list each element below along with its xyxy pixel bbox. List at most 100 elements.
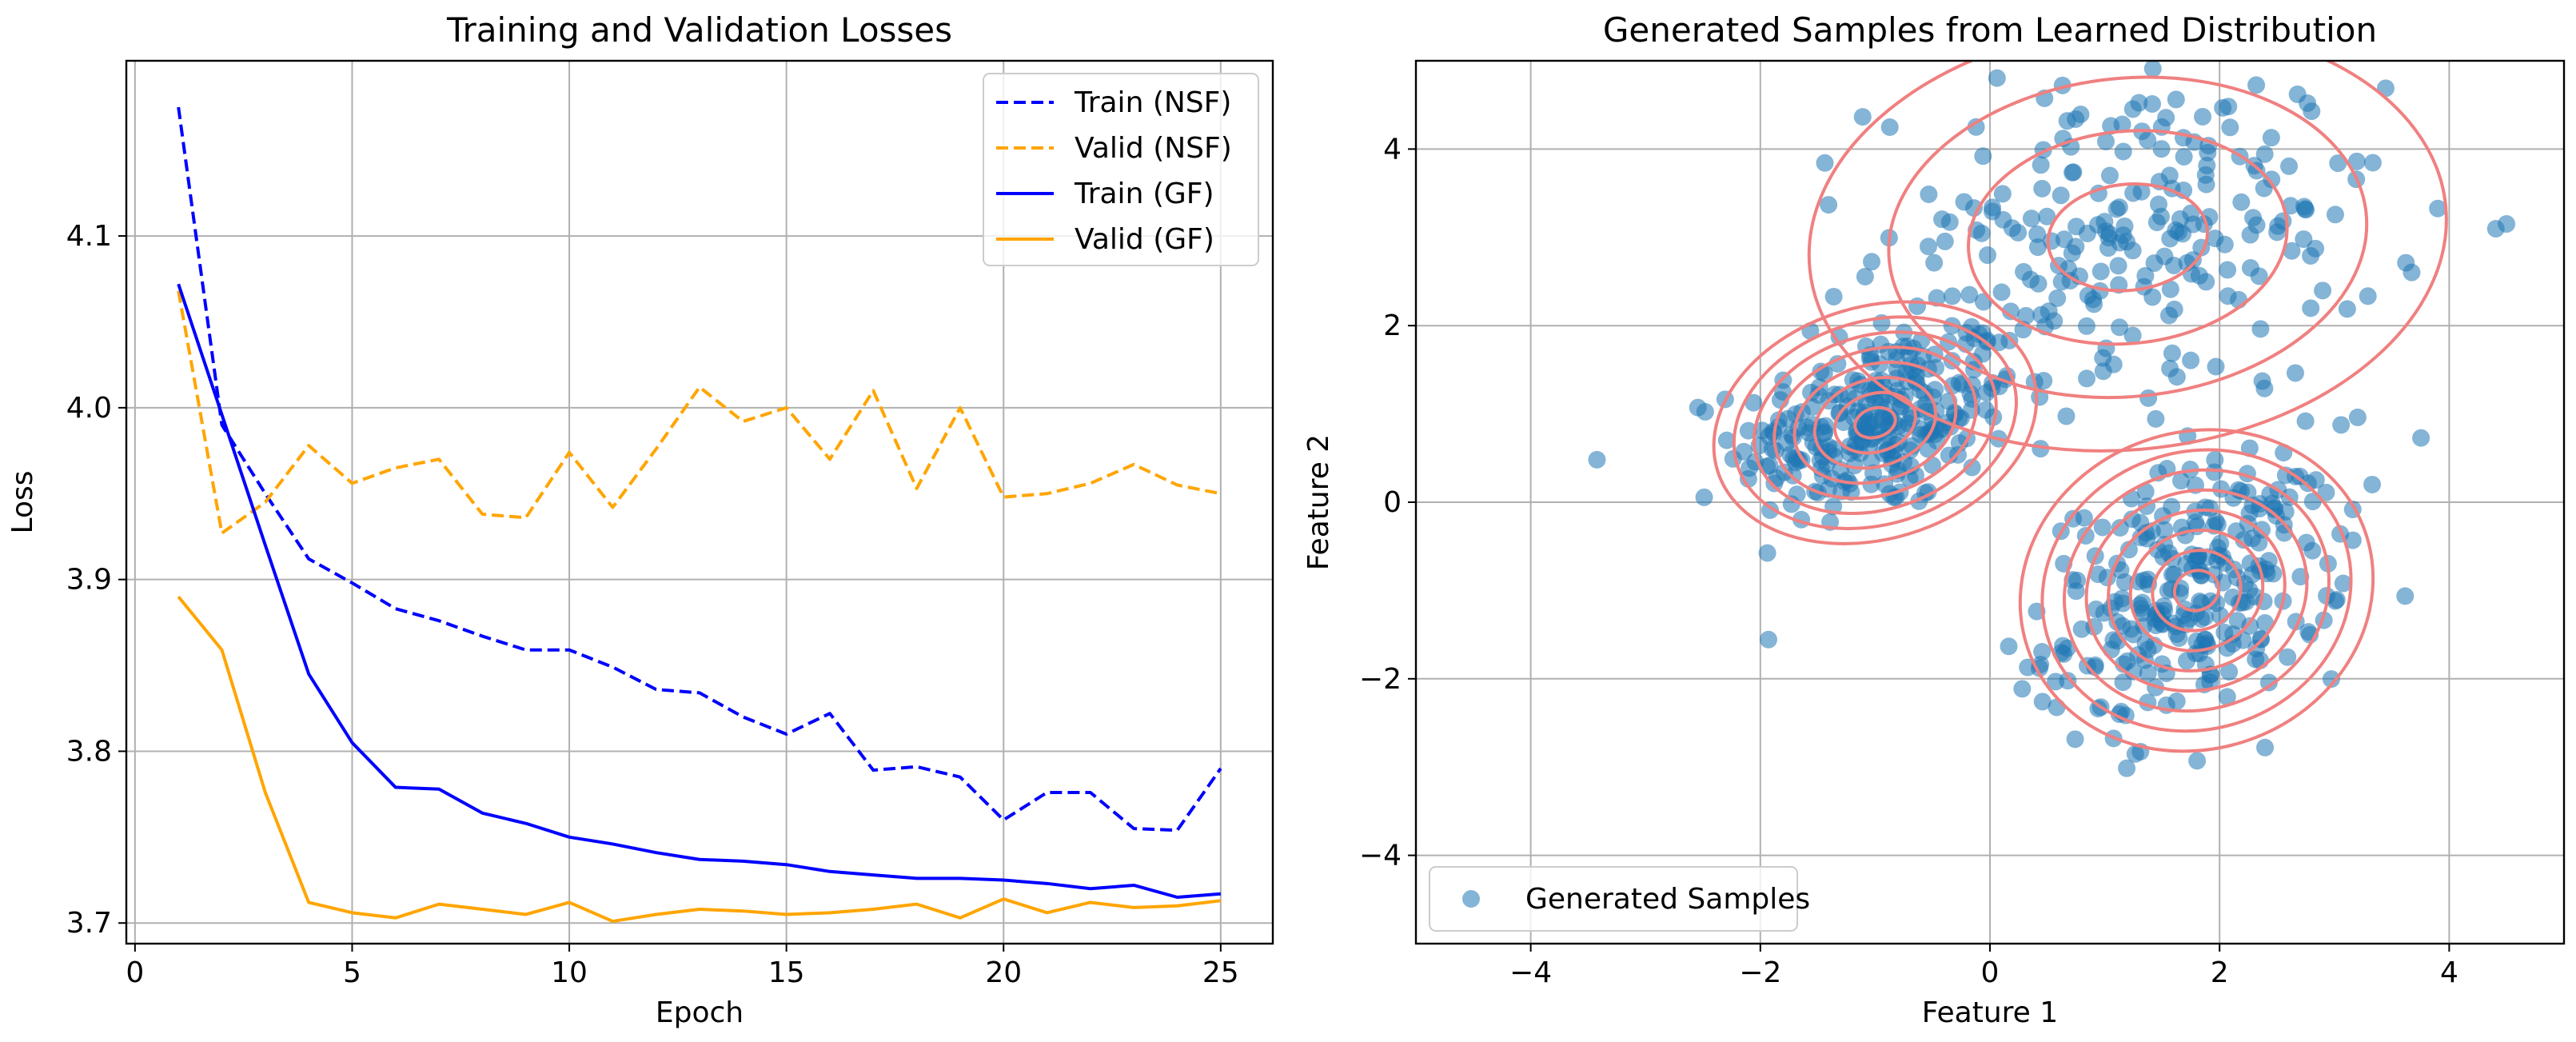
sample-point (2280, 157, 2299, 175)
sample-point (2175, 147, 2193, 166)
sample-point (2107, 200, 2126, 218)
sample-point (1911, 381, 1929, 400)
samples-contour-group (1712, 61, 2448, 753)
sample-point (2219, 287, 2237, 305)
sample-point (1802, 383, 1820, 401)
sample-point (2329, 154, 2347, 173)
loss-legend-label: Train (NSF) (1074, 86, 1231, 119)
sample-point (2317, 483, 2335, 501)
loss-xtick-label: 20 (985, 956, 1022, 989)
sample-point (2241, 617, 2259, 635)
sample-point (2038, 207, 2056, 226)
sample-point (2237, 593, 2255, 611)
sample-point (2296, 200, 2315, 218)
sample-point (1973, 345, 1992, 363)
sample-point (1976, 401, 1995, 419)
density-contour (1807, 61, 2448, 453)
sample-point (1974, 147, 1992, 166)
sample-point (1855, 407, 1873, 425)
loss-ytick-label: 4.0 (66, 392, 112, 425)
sample-point (2201, 499, 2219, 517)
loss-xtick-label: 25 (1202, 956, 1239, 989)
sample-point (2145, 254, 2163, 273)
samples-ytick-label: 2 (1383, 309, 1402, 342)
sample-point (2077, 317, 2095, 335)
sample-point (2286, 364, 2304, 382)
sample-point (2348, 408, 2367, 426)
sample-point (2163, 497, 2181, 516)
sample-point (2224, 625, 2243, 644)
sample-point (2123, 242, 2142, 260)
sample-point (2220, 662, 2239, 681)
loss-xtick-label: 5 (343, 956, 361, 989)
density-contour (2151, 549, 2243, 633)
sample-point (2183, 251, 2202, 269)
sample-point (2094, 362, 2112, 381)
sample-point (2412, 429, 2430, 447)
sample-point (2221, 118, 2239, 137)
sample-point (1920, 185, 1938, 203)
sample-point (2123, 326, 2142, 345)
sample-point (1920, 238, 1938, 256)
sample-point (2314, 281, 2332, 300)
sample-point (1761, 457, 1779, 475)
sample-point (1983, 202, 2001, 221)
sample-point (2167, 221, 2185, 239)
sample-point (2187, 517, 2206, 536)
sample-point (1717, 431, 1736, 449)
density-contour (1853, 405, 1897, 440)
sample-point (2195, 608, 2214, 626)
sample-point (1739, 469, 1757, 488)
sample-point (2359, 287, 2377, 305)
sample-point (2182, 351, 2200, 369)
sample-point (2322, 670, 2340, 689)
sample-point (2096, 133, 2115, 151)
loss-xtick-label: 15 (768, 956, 805, 989)
sample-point (2139, 389, 2158, 407)
sample-point (2118, 652, 2136, 670)
sample-point (2363, 475, 2382, 493)
sample-point (2078, 369, 2096, 388)
sample-point (2165, 256, 2183, 274)
sample-point (2155, 521, 2174, 539)
sample-point (2033, 179, 2052, 198)
sample-point (2163, 344, 2181, 362)
sample-point (2256, 738, 2275, 757)
sample-point (2296, 412, 2315, 430)
density-contour (1887, 75, 2369, 400)
density-contour (2062, 468, 2331, 713)
sample-point (1979, 246, 1997, 265)
sample-point (1759, 630, 1777, 649)
sample-point (1944, 377, 1962, 395)
sample-point (2347, 152, 2366, 170)
sample-point (2403, 263, 2421, 281)
sample-point (1896, 419, 1914, 437)
sample-point (2100, 166, 2119, 185)
sample-point (1758, 544, 1776, 562)
sample-point (2143, 95, 2161, 114)
samples-ytick-label: 4 (1383, 133, 1402, 166)
sample-point (1695, 488, 1713, 506)
sample-point (2302, 299, 2320, 317)
sample-point (2119, 541, 2138, 559)
sample-point (2111, 518, 2129, 537)
sample-point (2130, 94, 2148, 112)
sample-point (2035, 372, 2053, 390)
sample-point (2135, 277, 2153, 296)
sample-point (2207, 512, 2225, 530)
sample-point (2040, 302, 2058, 321)
loss-xlabel: Epoch (656, 996, 744, 1029)
sample-point (2161, 359, 2179, 377)
sample-point (2243, 529, 2262, 548)
loss-series-group (177, 106, 1222, 924)
sample-point (2003, 219, 2021, 238)
sample-point (1872, 335, 1890, 353)
samples-title: Generated Samples from Learned Distribut… (1603, 10, 2377, 50)
sample-point (2126, 745, 2144, 763)
sample-point (2283, 242, 2301, 260)
sample-point (2100, 225, 2119, 243)
loss-line-valid-gf (177, 595, 1222, 924)
sample-point (2078, 224, 2096, 242)
samples-xtick-label: −4 (1509, 956, 1552, 989)
